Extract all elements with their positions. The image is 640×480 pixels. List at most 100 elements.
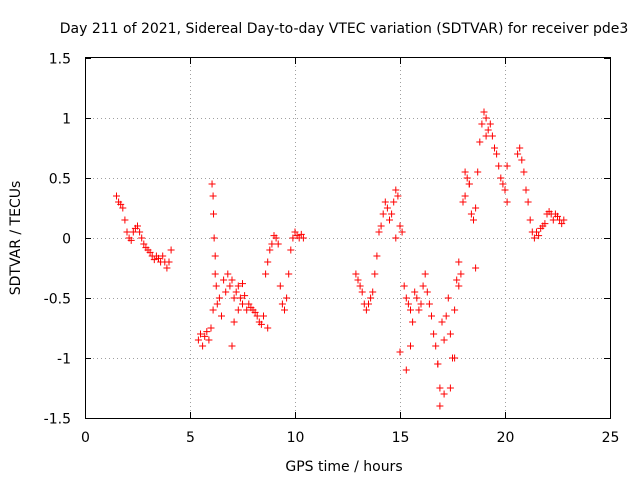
data-point bbox=[232, 288, 240, 296]
data-point bbox=[365, 300, 372, 308]
data-point bbox=[503, 198, 511, 206]
data-point bbox=[205, 336, 213, 344]
data-point bbox=[533, 228, 540, 236]
y-tick-label: -1 bbox=[57, 352, 71, 368]
data-point bbox=[278, 300, 286, 308]
data-point bbox=[394, 192, 402, 200]
data-point bbox=[264, 258, 272, 266]
data-point bbox=[197, 330, 204, 338]
data-point bbox=[455, 258, 463, 266]
data-point bbox=[211, 270, 219, 278]
data-point bbox=[461, 192, 469, 200]
data-point bbox=[243, 306, 251, 314]
data-point bbox=[402, 294, 410, 302]
y-axis-label: SDTVAR / TECUs bbox=[8, 181, 24, 296]
data-point bbox=[413, 294, 421, 302]
x-tick-label: 0 bbox=[81, 430, 90, 446]
data-point bbox=[362, 306, 370, 314]
data-point bbox=[253, 312, 261, 320]
data-point bbox=[375, 228, 383, 236]
data-point bbox=[199, 342, 207, 350]
x-tick-label: 15 bbox=[392, 430, 410, 446]
data-point bbox=[530, 234, 538, 242]
data-point bbox=[472, 264, 480, 272]
data-point bbox=[245, 300, 253, 308]
data-point bbox=[203, 328, 211, 336]
data-point bbox=[465, 180, 473, 188]
data-point bbox=[407, 306, 414, 314]
data-point bbox=[526, 216, 534, 224]
data-point bbox=[461, 168, 469, 176]
data-point bbox=[493, 150, 501, 158]
data-point bbox=[488, 132, 496, 140]
data-point bbox=[455, 282, 463, 290]
data-point bbox=[446, 330, 454, 338]
data-point bbox=[383, 204, 391, 212]
data-point bbox=[472, 204, 480, 212]
data-point bbox=[522, 186, 530, 194]
data-point bbox=[281, 306, 288, 314]
data-point bbox=[440, 390, 448, 398]
data-points bbox=[113, 108, 568, 410]
data-point bbox=[127, 236, 135, 244]
data-point bbox=[297, 230, 305, 238]
data-point bbox=[470, 216, 477, 224]
data-point bbox=[226, 282, 234, 290]
y-tick-label: 1.5 bbox=[49, 52, 71, 68]
data-point bbox=[396, 348, 404, 356]
data-point bbox=[136, 228, 144, 236]
data-point bbox=[438, 318, 446, 326]
y-tick-label: 1 bbox=[62, 112, 71, 128]
data-point bbox=[287, 246, 295, 254]
data-point bbox=[560, 216, 568, 224]
data-point bbox=[228, 276, 236, 284]
data-point bbox=[379, 210, 387, 218]
data-point bbox=[236, 294, 244, 302]
y-tick-label: -0.5 bbox=[44, 292, 71, 308]
data-point bbox=[377, 222, 385, 230]
data-point bbox=[356, 282, 364, 290]
data-point bbox=[371, 270, 379, 278]
data-point bbox=[113, 192, 120, 200]
data-point bbox=[121, 216, 129, 224]
x-tick-label: 5 bbox=[186, 430, 195, 446]
data-point bbox=[150, 256, 158, 264]
data-point bbox=[367, 294, 375, 302]
data-point bbox=[558, 220, 566, 228]
data-point bbox=[476, 138, 484, 146]
data-point bbox=[373, 252, 381, 260]
data-point bbox=[222, 288, 230, 296]
data-point bbox=[524, 198, 532, 206]
data-point bbox=[291, 228, 299, 236]
data-point bbox=[388, 210, 396, 218]
data-point bbox=[434, 360, 442, 368]
data-point bbox=[396, 222, 404, 230]
data-point bbox=[440, 336, 448, 344]
data-point bbox=[212, 282, 220, 290]
data-point bbox=[421, 270, 429, 278]
data-point bbox=[392, 186, 400, 194]
data-point bbox=[230, 294, 238, 302]
data-point bbox=[400, 282, 408, 290]
data-point bbox=[402, 366, 410, 374]
data-point bbox=[495, 162, 503, 170]
data-point bbox=[480, 108, 488, 116]
x-tick-label: 20 bbox=[497, 430, 515, 446]
data-point bbox=[234, 282, 242, 290]
data-point bbox=[518, 156, 526, 164]
data-point bbox=[436, 384, 444, 392]
data-point bbox=[209, 306, 217, 314]
data-point bbox=[497, 174, 505, 182]
data-point bbox=[239, 280, 246, 288]
data-point bbox=[213, 300, 221, 308]
data-point bbox=[194, 336, 202, 344]
data-point bbox=[467, 210, 475, 218]
data-point bbox=[358, 288, 366, 296]
data-point bbox=[446, 384, 454, 392]
data-point bbox=[262, 270, 270, 278]
data-point bbox=[239, 300, 246, 308]
data-point bbox=[482, 114, 490, 122]
data-point bbox=[210, 210, 218, 218]
